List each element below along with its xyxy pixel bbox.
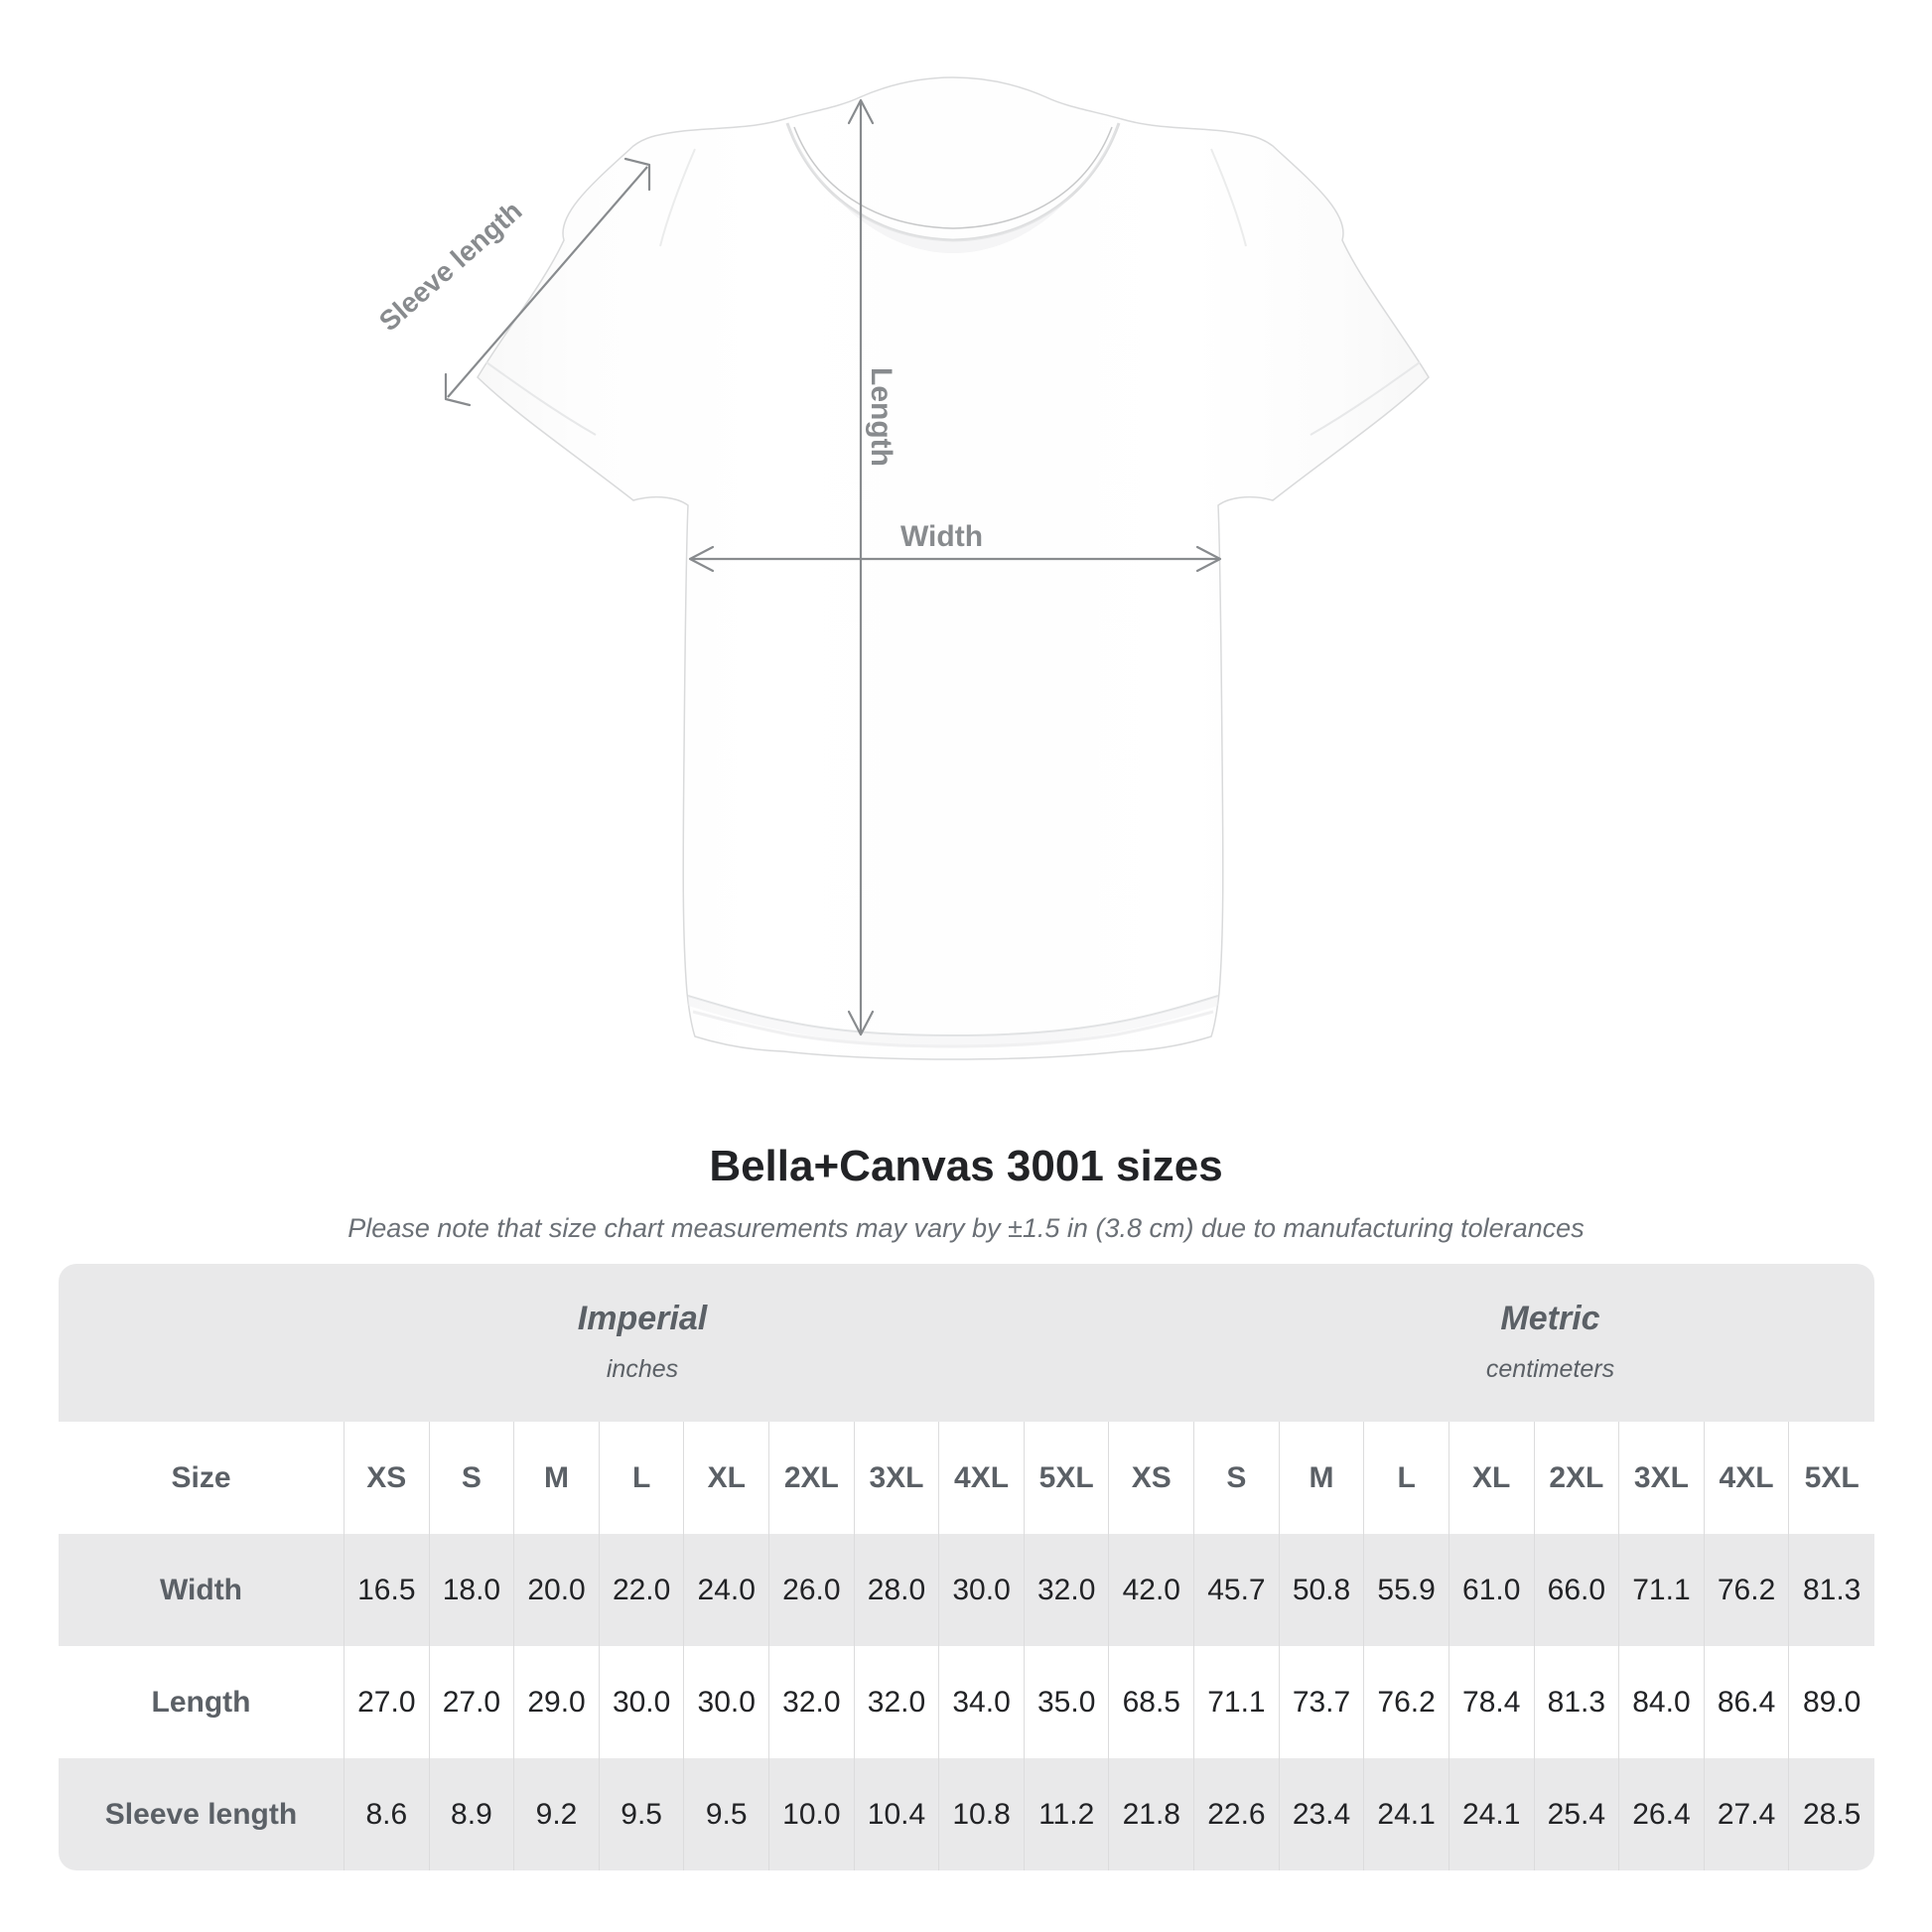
svg-text:Sleeve length: Sleeve length	[373, 195, 528, 337]
svg-text:Length: Length	[865, 367, 897, 467]
svg-text:Width: Width	[900, 520, 983, 553]
